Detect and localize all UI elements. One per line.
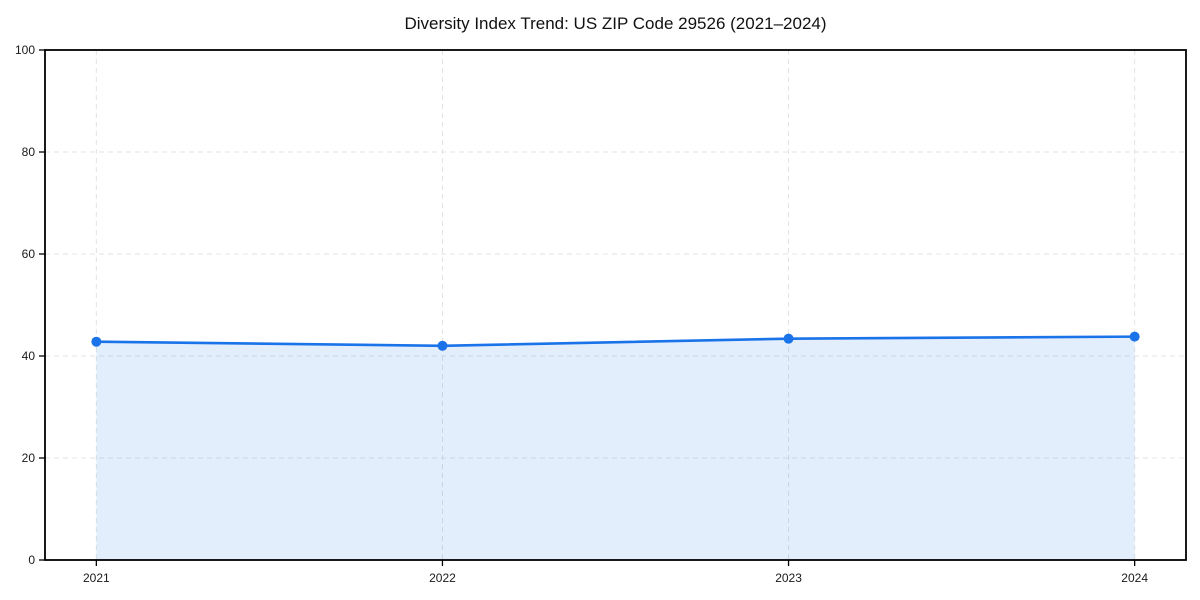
y-tick-label: 80: [22, 145, 36, 159]
y-tick-label: 60: [22, 247, 36, 261]
data-point-marker: [91, 336, 102, 347]
x-tick-label: 2021: [83, 571, 110, 585]
x-tick-label: 2022: [429, 571, 456, 585]
x-tick-label: 2023: [775, 571, 802, 585]
y-tick-label: 0: [28, 553, 35, 567]
data-point-marker: [783, 333, 794, 344]
plot-border: [44, 49, 1187, 561]
data-point-marker: [1129, 331, 1140, 342]
y-tick-label: 100: [15, 43, 35, 57]
data-point-marker: [437, 340, 448, 351]
y-tick-label: 40: [22, 349, 36, 363]
x-tick-label: 2024: [1121, 571, 1148, 585]
chart-title: Diversity Index Trend: US ZIP Code 29526…: [404, 14, 827, 33]
y-tick-label: 20: [22, 451, 36, 465]
trend-line: [95, 335, 1136, 348]
area-fill: [96, 336, 1135, 560]
